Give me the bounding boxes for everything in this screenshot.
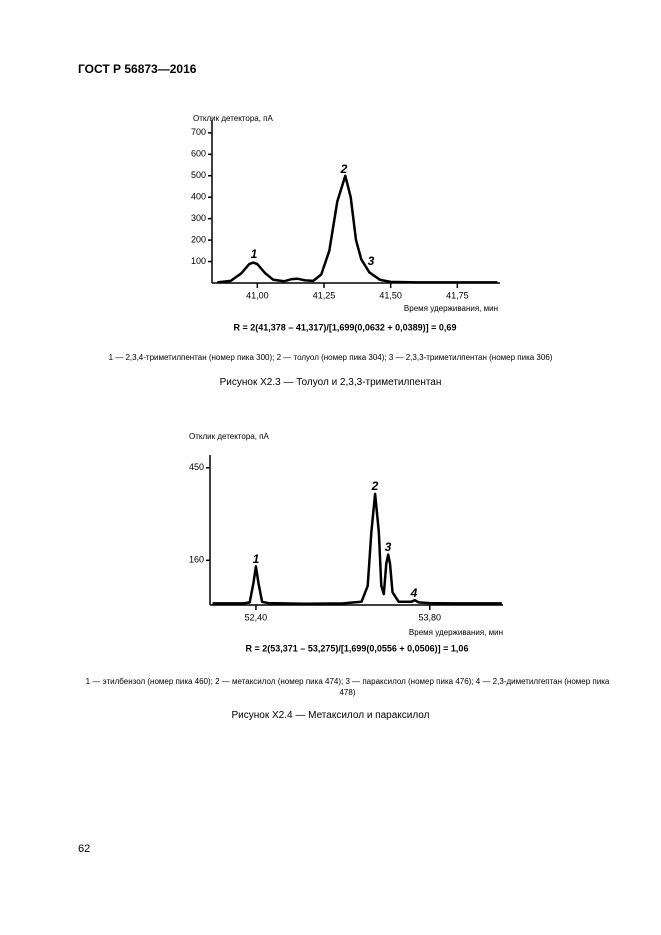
page-number: 62 xyxy=(78,843,91,855)
y-tick-label: 100 xyxy=(191,256,206,266)
y-tick-label: 500 xyxy=(191,170,206,180)
x-tick-label: 41,00 xyxy=(246,290,269,300)
chromatogram-line xyxy=(212,492,502,605)
caption: Рисунок Х2.3 — Толуол и 2,3,3-триметилпе… xyxy=(219,377,442,388)
peak-label: 1 xyxy=(251,247,258,261)
x-axis-label: Время удерживания, мин xyxy=(404,304,498,313)
x-tick-label: 53,80 xyxy=(418,612,441,622)
x-tick-label: 52,40 xyxy=(245,612,268,622)
y-tick-label: 160 xyxy=(189,555,204,565)
y-tick-label: 600 xyxy=(191,149,206,159)
peak-label: 2 xyxy=(340,162,348,176)
note: 1 — этилбензол (номер пика 460); 2 — мет… xyxy=(85,677,610,697)
y-axis-label: Отклик детектора, пА xyxy=(193,114,274,123)
peak-label: 4 xyxy=(410,586,418,600)
y-tick-label: 200 xyxy=(191,234,206,244)
y-tick-label: 450 xyxy=(189,462,204,472)
note: 1 — 2,3,4-триметилпентан (номер пика 300… xyxy=(108,353,553,362)
y-tick-label: 700 xyxy=(191,127,206,137)
header: ГОСТ Р 56873—2016 xyxy=(78,62,197,76)
peak-label: 3 xyxy=(368,254,375,268)
x-tick-label: 41,75 xyxy=(446,290,469,300)
formula: R = 2(41,378 – 41,317)/[1,699(0,0632 + 0… xyxy=(234,322,457,332)
peak-label: 1 xyxy=(253,552,260,566)
peak-label: 2 xyxy=(371,479,379,493)
formula: R = 2(53,371 – 53,275)/[1,699(0,0556 + 0… xyxy=(246,643,469,653)
y-tick-label: 400 xyxy=(191,192,206,202)
y-tick-label: 300 xyxy=(191,213,206,223)
peak-label: 3 xyxy=(385,540,392,554)
x-axis-label: Время удерживания, мин xyxy=(409,628,503,637)
x-tick-label: 41,50 xyxy=(379,290,402,300)
y-axis-label: Отклик детектора, пА xyxy=(189,432,270,441)
chromatogram-line xyxy=(217,174,498,284)
x-tick-label: 41,25 xyxy=(313,290,336,300)
caption: Рисунок Х2.4 — Метаксилол и параксилол xyxy=(231,710,430,721)
